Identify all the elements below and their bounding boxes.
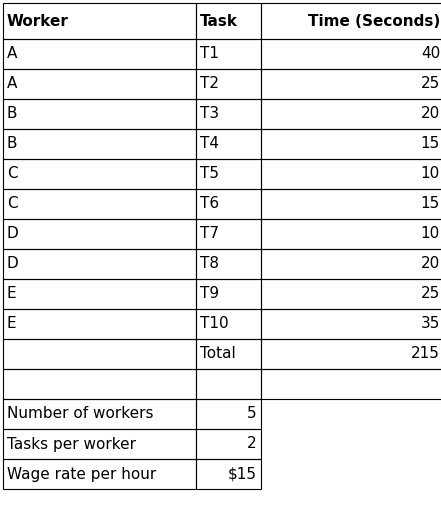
Text: 10: 10 <box>421 167 440 181</box>
Text: 20: 20 <box>421 257 440 271</box>
Bar <box>196 249 261 279</box>
Bar <box>3 249 196 279</box>
Text: T1: T1 <box>200 46 219 62</box>
Text: Task: Task <box>200 14 238 28</box>
Bar <box>261 339 441 369</box>
Bar <box>261 189 441 219</box>
Bar <box>3 459 196 489</box>
Bar <box>196 189 261 219</box>
Bar <box>3 339 196 369</box>
Text: C: C <box>7 167 18 181</box>
Bar <box>196 99 261 129</box>
Bar <box>3 159 196 189</box>
Text: T4: T4 <box>200 136 219 151</box>
Bar <box>261 219 441 249</box>
Text: Total: Total <box>200 346 236 362</box>
Bar <box>3 3 196 39</box>
Bar <box>3 189 196 219</box>
Bar <box>3 279 196 309</box>
Bar <box>196 429 261 459</box>
Bar <box>261 159 441 189</box>
Text: 15: 15 <box>421 136 440 151</box>
Bar <box>196 39 261 69</box>
Text: T8: T8 <box>200 257 219 271</box>
Text: 40: 40 <box>421 46 440 62</box>
Bar <box>261 309 441 339</box>
Bar <box>261 369 441 399</box>
Text: T9: T9 <box>200 287 219 301</box>
Bar <box>3 219 196 249</box>
Bar <box>261 39 441 69</box>
Text: Wage rate per hour: Wage rate per hour <box>7 466 156 482</box>
Text: T6: T6 <box>200 197 219 211</box>
Text: T3: T3 <box>200 106 219 122</box>
Text: A: A <box>7 46 17 62</box>
Text: Worker: Worker <box>7 14 69 28</box>
Bar <box>3 69 196 99</box>
Text: 5: 5 <box>247 406 257 422</box>
Bar <box>196 69 261 99</box>
Text: T2: T2 <box>200 76 219 92</box>
Bar <box>261 3 441 39</box>
Bar <box>196 339 261 369</box>
Bar <box>196 399 261 429</box>
Text: T5: T5 <box>200 167 219 181</box>
Text: Time (Seconds): Time (Seconds) <box>308 14 440 28</box>
Text: 10: 10 <box>421 227 440 241</box>
Bar <box>196 459 261 489</box>
Bar <box>261 129 441 159</box>
Text: D: D <box>7 227 19 241</box>
Bar <box>261 249 441 279</box>
Bar <box>3 39 196 69</box>
Bar <box>3 429 196 459</box>
Bar <box>3 369 196 399</box>
Bar <box>196 3 261 39</box>
Bar <box>3 99 196 129</box>
Text: C: C <box>7 197 18 211</box>
Text: A: A <box>7 76 17 92</box>
Bar <box>261 99 441 129</box>
Bar <box>261 69 441 99</box>
Text: $15: $15 <box>228 466 257 482</box>
Text: B: B <box>7 136 18 151</box>
Text: 25: 25 <box>421 287 440 301</box>
Text: 25: 25 <box>421 76 440 92</box>
Text: 15: 15 <box>421 197 440 211</box>
Text: Tasks per worker: Tasks per worker <box>7 436 136 452</box>
Bar <box>3 309 196 339</box>
Text: 2: 2 <box>247 436 257 452</box>
Text: B: B <box>7 106 18 122</box>
Bar <box>196 129 261 159</box>
Text: D: D <box>7 257 19 271</box>
Bar <box>3 399 196 429</box>
Text: 215: 215 <box>411 346 440 362</box>
Bar <box>196 219 261 249</box>
Bar <box>196 159 261 189</box>
Text: T7: T7 <box>200 227 219 241</box>
Bar <box>196 309 261 339</box>
Bar <box>3 129 196 159</box>
Text: E: E <box>7 317 17 331</box>
Text: E: E <box>7 287 17 301</box>
Text: Number of workers: Number of workers <box>7 406 153 422</box>
Text: T10: T10 <box>200 317 228 331</box>
Bar <box>196 369 261 399</box>
Text: 20: 20 <box>421 106 440 122</box>
Text: 35: 35 <box>421 317 440 331</box>
Bar <box>196 279 261 309</box>
Bar <box>261 279 441 309</box>
